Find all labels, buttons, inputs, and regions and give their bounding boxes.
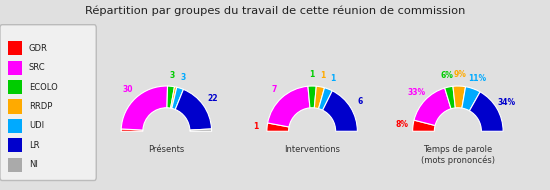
FancyBboxPatch shape (0, 25, 96, 180)
Wedge shape (267, 123, 289, 131)
Text: 6%: 6% (440, 71, 453, 80)
Wedge shape (445, 86, 455, 109)
Text: 34%: 34% (498, 98, 516, 107)
Wedge shape (470, 92, 503, 131)
Bar (8, 41, 22, 55)
Wedge shape (453, 86, 466, 108)
Wedge shape (172, 87, 183, 109)
Wedge shape (323, 91, 358, 131)
Wedge shape (175, 89, 212, 130)
Text: RRDP: RRDP (29, 102, 52, 111)
Text: NI: NI (29, 160, 38, 169)
Wedge shape (121, 129, 143, 131)
Wedge shape (414, 88, 451, 125)
Wedge shape (190, 129, 212, 131)
Text: UDI: UDI (29, 121, 44, 131)
Text: 9%: 9% (453, 70, 466, 79)
Text: GDR: GDR (29, 44, 48, 53)
Text: 33%: 33% (408, 88, 426, 97)
Text: 3: 3 (181, 73, 186, 82)
Wedge shape (268, 86, 310, 127)
Wedge shape (462, 87, 480, 111)
Text: SRC: SRC (29, 63, 46, 72)
Text: 1: 1 (330, 74, 335, 83)
Bar (8, 139, 22, 152)
Text: ECOLO: ECOLO (29, 82, 58, 92)
Text: 11%: 11% (468, 74, 486, 82)
Wedge shape (314, 86, 324, 109)
Bar (8, 80, 22, 94)
Bar (8, 119, 22, 133)
Wedge shape (167, 86, 174, 108)
Bar (8, 100, 22, 113)
Text: LR: LR (29, 141, 40, 150)
Wedge shape (412, 120, 435, 131)
Text: Répartition par groupes du travail de cette réunion de commission: Répartition par groupes du travail de ce… (85, 6, 465, 16)
Wedge shape (121, 86, 168, 130)
Bar (8, 61, 22, 74)
Wedge shape (170, 87, 177, 108)
Text: 3: 3 (169, 70, 175, 80)
Wedge shape (308, 86, 316, 108)
Text: Présents: Présents (148, 145, 184, 154)
Text: 1: 1 (310, 70, 315, 79)
Text: Temps de parole
(mots prononcés): Temps de parole (mots prononcés) (421, 145, 495, 165)
Text: 30: 30 (123, 85, 133, 94)
Text: Interventions: Interventions (284, 145, 340, 154)
Text: 8%: 8% (395, 120, 408, 129)
Text: 22: 22 (207, 94, 218, 103)
Wedge shape (318, 88, 332, 110)
Text: 7: 7 (271, 85, 277, 94)
Bar (8, 158, 22, 172)
Text: 1: 1 (253, 122, 258, 131)
Text: 1: 1 (320, 71, 325, 80)
Text: 6: 6 (358, 97, 363, 106)
